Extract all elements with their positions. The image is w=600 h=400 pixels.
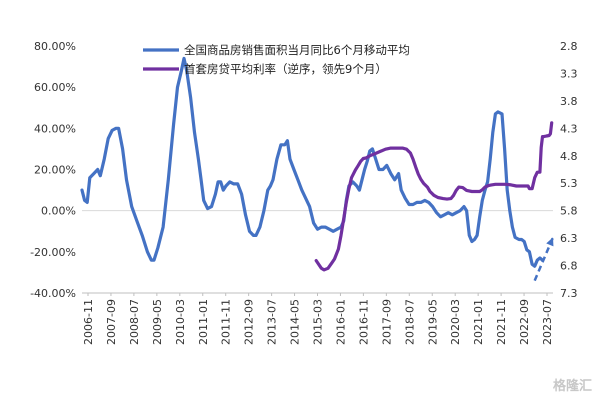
watermark-logo: 格隆汇 bbox=[552, 379, 592, 394]
x-tick-label: 2020-03 bbox=[449, 299, 462, 345]
y-left-tick-label: 0.00% bbox=[41, 205, 76, 218]
x-tick-label: 2021-01 bbox=[472, 299, 485, 345]
x-tick-label: 2014-05 bbox=[289, 299, 302, 345]
y-right-tick-label: 2.8 bbox=[560, 40, 578, 53]
series-line-sales-area-yoy bbox=[80, 56, 545, 268]
y-right-tick-label: 7.3 bbox=[560, 287, 578, 300]
series-layer bbox=[80, 56, 555, 282]
x-tick-label: 2007-09 bbox=[105, 299, 118, 345]
trend-arrow-head bbox=[546, 237, 554, 247]
legend-label: 首套房贷平均利率（逆序，领先9个月） bbox=[184, 62, 387, 76]
x-tick-label: 2008-07 bbox=[128, 299, 141, 345]
x-tick-label: 2017-09 bbox=[380, 299, 393, 345]
y-right-tick-label: 4.3 bbox=[560, 122, 578, 135]
y-left-tick-label: 40.00% bbox=[34, 122, 76, 135]
x-tick-label: 2023-07 bbox=[541, 299, 554, 345]
y-left-tick-label: -40.00% bbox=[30, 287, 76, 300]
x-tick-label: 2011-11 bbox=[220, 299, 233, 345]
y-left-tick-label: -20.00% bbox=[30, 246, 76, 259]
y-right-tick-label: 6.3 bbox=[560, 232, 578, 245]
series-line-mortgage-rate bbox=[314, 121, 554, 272]
x-tick-label: 2016-11 bbox=[357, 299, 370, 345]
x-tick-label: 2015-03 bbox=[312, 299, 325, 345]
x-tick-label: 2009-05 bbox=[151, 299, 164, 345]
y-right-tick-label: 3.8 bbox=[560, 95, 578, 108]
axis-layer: 80.00% 60.00% 40.00% 20.00% 0.00% -20.00% -40.… bbox=[30, 40, 577, 345]
y-left-tick-label: 20.00% bbox=[34, 164, 76, 177]
y-left-tick-label: 80.00% bbox=[34, 40, 76, 53]
x-tick-label: 2012-09 bbox=[243, 299, 256, 345]
x-tick-label: 2013-07 bbox=[266, 299, 279, 345]
x-tick-label: 2022-09 bbox=[518, 299, 531, 345]
x-tick-label: 2018-07 bbox=[403, 299, 416, 345]
y-left-tick-label: 60.00% bbox=[34, 81, 76, 94]
x-tick-label: 2019-05 bbox=[426, 299, 439, 345]
y-right-tick-label: 6.8 bbox=[560, 260, 578, 273]
x-tick-label: 2010-03 bbox=[174, 299, 187, 345]
x-tick-label: 2006-11 bbox=[82, 299, 95, 345]
trend-arrow-line bbox=[533, 236, 555, 282]
y-right-tick-label: 5.3 bbox=[560, 177, 578, 190]
x-tick-label: 2016-01 bbox=[334, 299, 347, 345]
y-right-tick-label: 5.8 bbox=[560, 205, 578, 218]
y-right-tick-label: 4.8 bbox=[560, 150, 578, 163]
legend-label: 全国商品房销售面积当月同比6个月移动平均 bbox=[184, 43, 410, 57]
x-tick-label: 2021-11 bbox=[495, 299, 508, 345]
x-tick-label: 2011-01 bbox=[197, 299, 210, 345]
y-right-tick-label: 3.3 bbox=[560, 67, 578, 80]
